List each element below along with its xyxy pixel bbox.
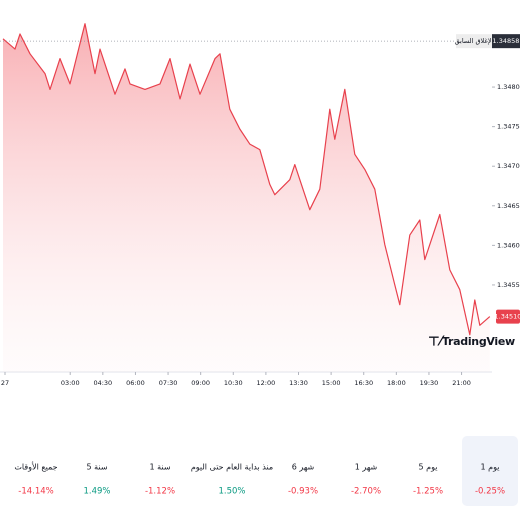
period-change[interactable]: -1.12% — [145, 487, 175, 497]
period-change[interactable]: -0.25% — [475, 487, 505, 497]
x-tick-label: 27 — [1, 379, 9, 387]
x-tick-label: 09:00 — [191, 379, 210, 387]
x-tick-label: 07:30 — [159, 379, 178, 387]
y-tick-label: 1.34600 — [497, 241, 520, 249]
period-selected — [462, 436, 518, 506]
period-label[interactable]: 1 شهر — [355, 463, 378, 472]
x-tick-label: 18:00 — [387, 379, 406, 387]
period-label[interactable]: 6 شهر — [292, 463, 315, 472]
x-tick-label: 10:30 — [224, 379, 243, 387]
period-change[interactable]: 1.50% — [218, 487, 245, 497]
period-label[interactable]: 5 يوم — [419, 463, 438, 472]
price-line — [2, 23, 491, 336]
y-tick-label: 1.34650 — [497, 202, 520, 210]
period-change[interactable]: 1.49% — [83, 487, 110, 497]
prev-close-box — [492, 34, 520, 49]
period-label[interactable]: 1 يوم — [481, 463, 500, 472]
x-tick-label: 13:30 — [289, 379, 308, 387]
y-tick-label: 1.34750 — [497, 123, 520, 131]
x-tick-label: 04:30 — [93, 379, 112, 387]
x-tick-label: 16:30 — [354, 379, 373, 387]
prev-close-name: الإغلاق السابق — [455, 37, 494, 45]
period-label[interactable]: 5 سنة — [86, 463, 107, 472]
x-tick-label: 15:00 — [322, 379, 341, 387]
period-change[interactable]: -2.70% — [351, 487, 381, 497]
watermark: TradingView — [442, 335, 515, 348]
y-tick-label: 1.34800 — [497, 83, 520, 91]
y-tick-label: 1.34550 — [497, 281, 520, 289]
period-change[interactable]: -0.93% — [288, 487, 318, 497]
prev-close-label: 1.34858 — [493, 37, 520, 45]
area — [3, 23, 490, 372]
period-change[interactable]: -1.25% — [413, 487, 443, 497]
period-change[interactable]: -14.14% — [18, 487, 53, 497]
x-tick-label: 03:00 — [61, 379, 80, 387]
y-tick-label: 1.34700 — [497, 162, 520, 170]
x-tick-label: 12:00 — [257, 379, 276, 387]
period-label[interactable]: 1 سنة — [149, 463, 170, 472]
period-label[interactable]: منذ بداية العام حتى اليوم — [191, 463, 273, 472]
last-price-box — [496, 309, 520, 324]
x-tick-label: 19:30 — [420, 379, 439, 387]
x-tick-label: 21:00 — [452, 379, 471, 387]
last-price-label: 1.34510 — [495, 313, 520, 321]
x-tick-label: 06:00 — [126, 379, 145, 387]
watermark-logo: ⊤⁄ — [428, 335, 445, 350]
prev-close-name-box — [456, 34, 492, 49]
period-label[interactable]: جميع الأوقات — [14, 462, 57, 472]
